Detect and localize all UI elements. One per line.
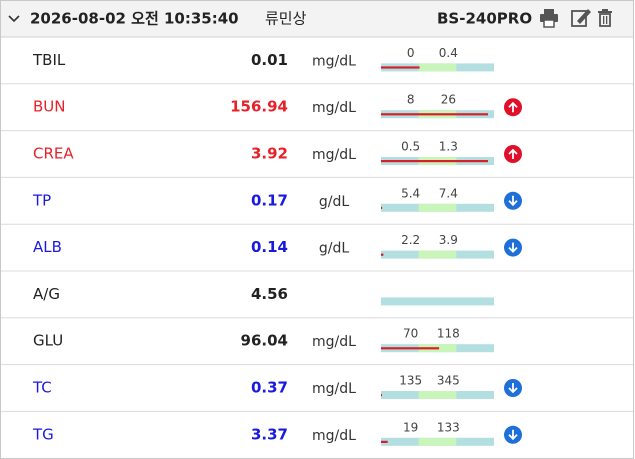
- gauge-normal-zone: [418, 63, 457, 72]
- flag-arrow: [508, 242, 518, 253]
- value-indicator: [381, 394, 382, 397]
- edit-icon[interactable]: [571, 9, 591, 27]
- test-value: 156.94: [230, 98, 288, 116]
- unit: mg/dL: [312, 100, 356, 116]
- unit: mg/dL: [312, 334, 356, 350]
- low-flag: [504, 425, 522, 444]
- test-name: A/G: [33, 285, 60, 303]
- test-name: TBIL: [32, 51, 66, 69]
- test-name: ALB: [33, 238, 62, 256]
- value-indicator: [381, 206, 383, 209]
- test-value: 0.01: [251, 51, 288, 69]
- flag-arrow: [508, 195, 518, 207]
- range-low: 8: [407, 93, 415, 107]
- test-name: TC: [32, 379, 52, 397]
- high-flag: [504, 145, 522, 163]
- range-low: 2.2: [401, 233, 420, 247]
- test-value: 0.17: [251, 191, 288, 209]
- gauge-normal-zone: [418, 391, 457, 399]
- test-name: GLU: [33, 332, 63, 350]
- value-indicator: [381, 347, 440, 350]
- high-flag: [504, 98, 522, 117]
- low-flag: [504, 191, 522, 210]
- gauge-normal-zone: [418, 203, 457, 212]
- collapse-chevron[interactable]: [8, 15, 20, 23]
- range-high: 7.4: [439, 186, 458, 200]
- unit: mg/dL: [312, 428, 356, 444]
- value-indicator: [381, 66, 420, 69]
- unit: mg/dL: [312, 381, 356, 397]
- range-high: 3.9: [439, 233, 458, 247]
- range-low: 5.4: [401, 186, 420, 200]
- range-high: 133: [437, 420, 460, 434]
- test-value: 3.92: [251, 145, 288, 163]
- device-name: BS-240PRO: [437, 10, 532, 28]
- range-high: 118: [437, 327, 460, 341]
- datetime: 2026-08-02 오전 10:35:40: [30, 10, 239, 28]
- range-high: 345: [437, 374, 460, 388]
- test-value: 0.14: [251, 238, 288, 256]
- gauge-normal-zone: [418, 437, 457, 446]
- unit: mg/dL: [312, 53, 356, 69]
- flag-arrow: [508, 148, 518, 159]
- flag-arrow: [508, 101, 518, 113]
- low-flag: [504, 238, 522, 257]
- value-indicator: [381, 440, 388, 443]
- test-name: TP: [32, 191, 51, 209]
- gauge-normal-zone: [418, 250, 457, 259]
- value-indicator: [381, 253, 384, 256]
- value-indicator: [381, 160, 488, 163]
- test-name: BUN: [33, 98, 66, 116]
- flag-arrow: [508, 383, 518, 394]
- gauge-background: [381, 297, 494, 306]
- header-bar: [1, 1, 633, 37]
- print-icon[interactable]: [540, 9, 558, 28]
- test-value: 4.56: [251, 285, 288, 303]
- test-value: 96.04: [241, 332, 288, 350]
- range-low: 19: [403, 420, 418, 434]
- unit: g/dL: [319, 241, 349, 257]
- test-value: 3.37: [251, 425, 288, 443]
- range-low: 0: [407, 46, 415, 60]
- patient-name: 류민상: [265, 10, 307, 28]
- range-low: 70: [403, 327, 418, 341]
- range-high: 26: [441, 93, 456, 107]
- value-indicator: [381, 113, 488, 116]
- unit: mg/dL: [312, 147, 356, 163]
- unit: g/dL: [319, 194, 349, 210]
- range-high: 0.4: [439, 46, 458, 60]
- test-name: TG: [32, 425, 54, 443]
- range-low: 135: [399, 374, 422, 388]
- range-low: 0.5: [401, 140, 420, 154]
- low-flag: [504, 379, 522, 397]
- delete-icon[interactable]: [598, 9, 612, 27]
- test-name: CREA: [33, 145, 74, 163]
- range-high: 1.3: [439, 140, 458, 154]
- flag-arrow: [508, 429, 518, 441]
- test-value: 0.37: [251, 379, 288, 397]
